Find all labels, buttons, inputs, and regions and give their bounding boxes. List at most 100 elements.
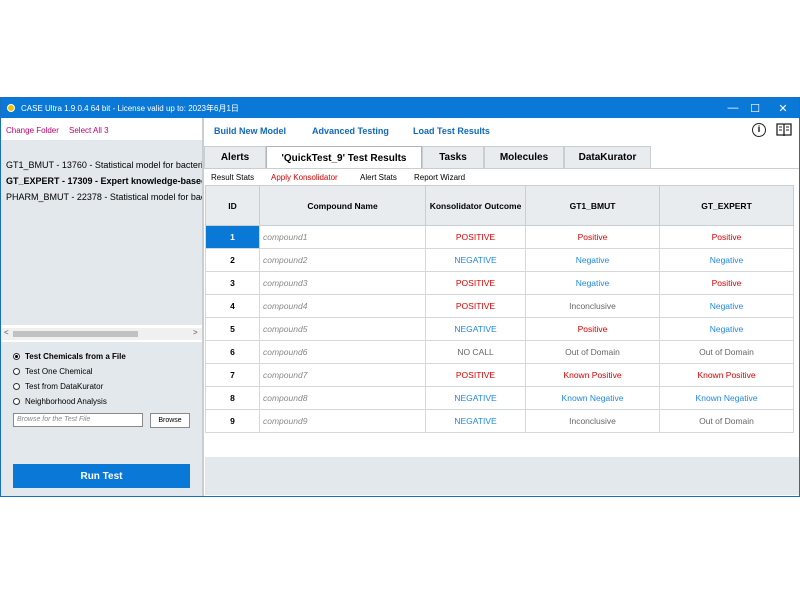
table-row[interactable]: 8 compound8 NEGATIVE Known Negative Known Ne… [205, 386, 794, 410]
cell-konsolidator-outcome[interactable]: NEGATIVE [425, 317, 526, 341]
cell-gt1-bmut[interactable]: Negative [525, 248, 660, 272]
cell-compound-name[interactable]: compound9 [259, 409, 426, 433]
model-item[interactable]: GT1_BMUT - 13760 - Statistical model for… [6, 160, 202, 170]
cell-gt-expert[interactable]: Out of Domain [659, 340, 794, 364]
splitter[interactable] [202, 118, 204, 496]
close-button[interactable]: ✕ [778, 102, 788, 115]
advanced-testing-menu[interactable]: Advanced Testing [312, 126, 389, 136]
load-test-results-menu[interactable]: Load Test Results [413, 126, 490, 136]
cell-konsolidator-outcome[interactable]: POSITIVE [425, 363, 526, 387]
app-logo-icon [7, 104, 15, 112]
cell-id[interactable]: 8 [205, 386, 260, 410]
cell-id[interactable]: 3 [205, 271, 260, 295]
table-row[interactable]: 2 compound2 NEGATIVE Negative Negative [205, 248, 794, 272]
cell-konsolidator-outcome[interactable]: POSITIVE [425, 294, 526, 318]
table-row[interactable]: 6 compound6 NO CALL Out of Domain Out of Dom… [205, 340, 794, 364]
radio-neighborhood-analysis[interactable]: Neighborhood Analysis [13, 397, 107, 406]
cell-gt-expert[interactable]: Out of Domain [659, 409, 794, 433]
cell-gt-expert[interactable]: Negative [659, 317, 794, 341]
cell-gt-expert[interactable]: Positive [659, 271, 794, 295]
manual-book-icon[interactable] [776, 123, 792, 137]
radio-test-one-chemical[interactable]: Test One Chemical [13, 367, 93, 376]
tab-tasks[interactable]: Tasks [422, 146, 484, 168]
cell-compound-name[interactable]: compound8 [259, 386, 426, 410]
radio-label: Test Chemicals from a File [25, 352, 126, 361]
table-row[interactable]: 9 compound9 NEGATIVE Inconclusive Out of Dom… [205, 409, 794, 433]
cell-id[interactable]: 4 [205, 294, 260, 318]
cell-gt-expert[interactable]: Known Positive [659, 363, 794, 387]
window-title: CASE Ultra 1.9.0.4 64 bit - License vali… [21, 104, 239, 113]
build-new-model-menu[interactable]: Build New Model [214, 126, 286, 136]
cell-konsolidator-outcome[interactable]: POSITIVE [425, 225, 526, 249]
column-header-gt-expert[interactable]: GT_EXPERT [659, 185, 794, 226]
cell-compound-name[interactable]: compound3 [259, 271, 426, 295]
tab-datakurator[interactable]: DataKurator [564, 146, 651, 168]
table-header-row: ID Compound Name Konsolidator Outcome GT… [205, 185, 794, 226]
cell-compound-name[interactable]: compound5 [259, 317, 426, 341]
cell-konsolidator-outcome[interactable]: POSITIVE [425, 271, 526, 295]
browse-button[interactable]: Browse [150, 413, 190, 428]
column-header-compound-name[interactable]: Compound Name [259, 185, 426, 226]
table-row[interactable]: 1 compound1 POSITIVE Positive Positive [205, 225, 794, 249]
cell-gt-expert[interactable]: Positive [659, 225, 794, 249]
table-row[interactable]: 5 compound5 NEGATIVE Positive Negative [205, 317, 794, 341]
minimize-button[interactable]: — [727, 102, 739, 114]
change-folder-link[interactable]: Change Folder [6, 126, 59, 135]
scroll-thumb[interactable] [13, 331, 138, 337]
cell-id[interactable]: 2 [205, 248, 260, 272]
horizontal-scrollbar[interactable]: < > [1, 328, 202, 340]
cell-gt-expert[interactable]: Negative [659, 248, 794, 272]
cell-gt-expert[interactable]: Negative [659, 294, 794, 318]
cell-compound-name[interactable]: compound6 [259, 340, 426, 364]
cell-gt1-bmut[interactable]: Known Positive [525, 363, 660, 387]
cell-gt1-bmut[interactable]: Positive [525, 317, 660, 341]
cell-compound-name[interactable]: compound1 [259, 225, 426, 249]
column-header-id[interactable]: ID [205, 185, 260, 226]
subtab-report-wizard[interactable]: Report Wizard [414, 173, 466, 182]
subtab-apply-konsolidator[interactable]: Apply Konsolidator [271, 173, 338, 182]
radio-test-from-file[interactable]: Test Chemicals from a File [13, 352, 126, 361]
cell-compound-name[interactable]: compound7 [259, 363, 426, 387]
tab-alerts[interactable]: Alerts [204, 146, 266, 168]
table-row[interactable]: 3 compound3 POSITIVE Negative Positive [205, 271, 794, 295]
cell-id[interactable]: 5 [205, 317, 260, 341]
cell-gt1-bmut[interactable]: Inconclusive [525, 294, 660, 318]
cell-id[interactable]: 7 [205, 363, 260, 387]
tab-test-results[interactable]: 'QuickTest_9' Test Results [266, 146, 422, 169]
cell-gt1-bmut[interactable]: Out of Domain [525, 340, 660, 364]
cell-id[interactable]: 9 [205, 409, 260, 433]
cell-konsolidator-outcome[interactable]: NO CALL [425, 340, 526, 364]
cell-id[interactable]: 1 [205, 225, 260, 249]
top-menu: Build New Model Advanced Testing Load Te… [204, 118, 799, 144]
cell-konsolidator-outcome[interactable]: NEGATIVE [425, 248, 526, 272]
table-row[interactable]: 7 compound7 POSITIVE Known Positive Known Po… [205, 363, 794, 387]
scroll-right-icon[interactable]: > [193, 328, 198, 337]
cell-konsolidator-outcome[interactable]: NEGATIVE [425, 386, 526, 410]
test-file-input[interactable]: Browse for the Test File [13, 413, 143, 427]
subtab-result-stats[interactable]: Result Stats [211, 173, 255, 182]
tab-molecules[interactable]: Molecules [484, 146, 564, 168]
radio-icon [13, 383, 20, 390]
cell-compound-name[interactable]: compound4 [259, 294, 426, 318]
model-item[interactable]: PHARM_BMUT - 22378 - Statistical model f… [6, 192, 202, 202]
cell-konsolidator-outcome[interactable]: NEGATIVE [425, 409, 526, 433]
cell-id[interactable]: 6 [205, 340, 260, 364]
subtab-alert-stats[interactable]: Alert Stats [360, 173, 397, 182]
cell-gt1-bmut[interactable]: Known Negative [525, 386, 660, 410]
model-item[interactable]: GT_EXPERT - 17309 - Expert knowledge-bas… [6, 176, 202, 186]
scroll-left-icon[interactable]: < [4, 328, 9, 337]
maximize-button[interactable]: ☐ [750, 102, 760, 115]
cell-gt1-bmut[interactable]: Negative [525, 271, 660, 295]
cell-gt1-bmut[interactable]: Positive [525, 225, 660, 249]
cell-compound-name[interactable]: compound2 [259, 248, 426, 272]
radio-test-from-datakurator[interactable]: Test from DataKurator [13, 382, 103, 391]
cell-gt1-bmut[interactable]: Inconclusive [525, 409, 660, 433]
run-test-button[interactable]: Run Test [13, 464, 190, 488]
cell-gt-expert[interactable]: Known Negative [659, 386, 794, 410]
info-icon[interactable]: i [752, 123, 766, 137]
column-header-gt1-bmut[interactable]: GT1_BMUT [525, 185, 660, 226]
select-all-link[interactable]: Select All 3 [69, 126, 109, 135]
radio-label: Test from DataKurator [25, 382, 104, 391]
column-header-konsolidator-outcome[interactable]: Konsolidator Outcome [425, 185, 526, 226]
table-row[interactable]: 4 compound4 POSITIVE Inconclusive Negative [205, 294, 794, 318]
